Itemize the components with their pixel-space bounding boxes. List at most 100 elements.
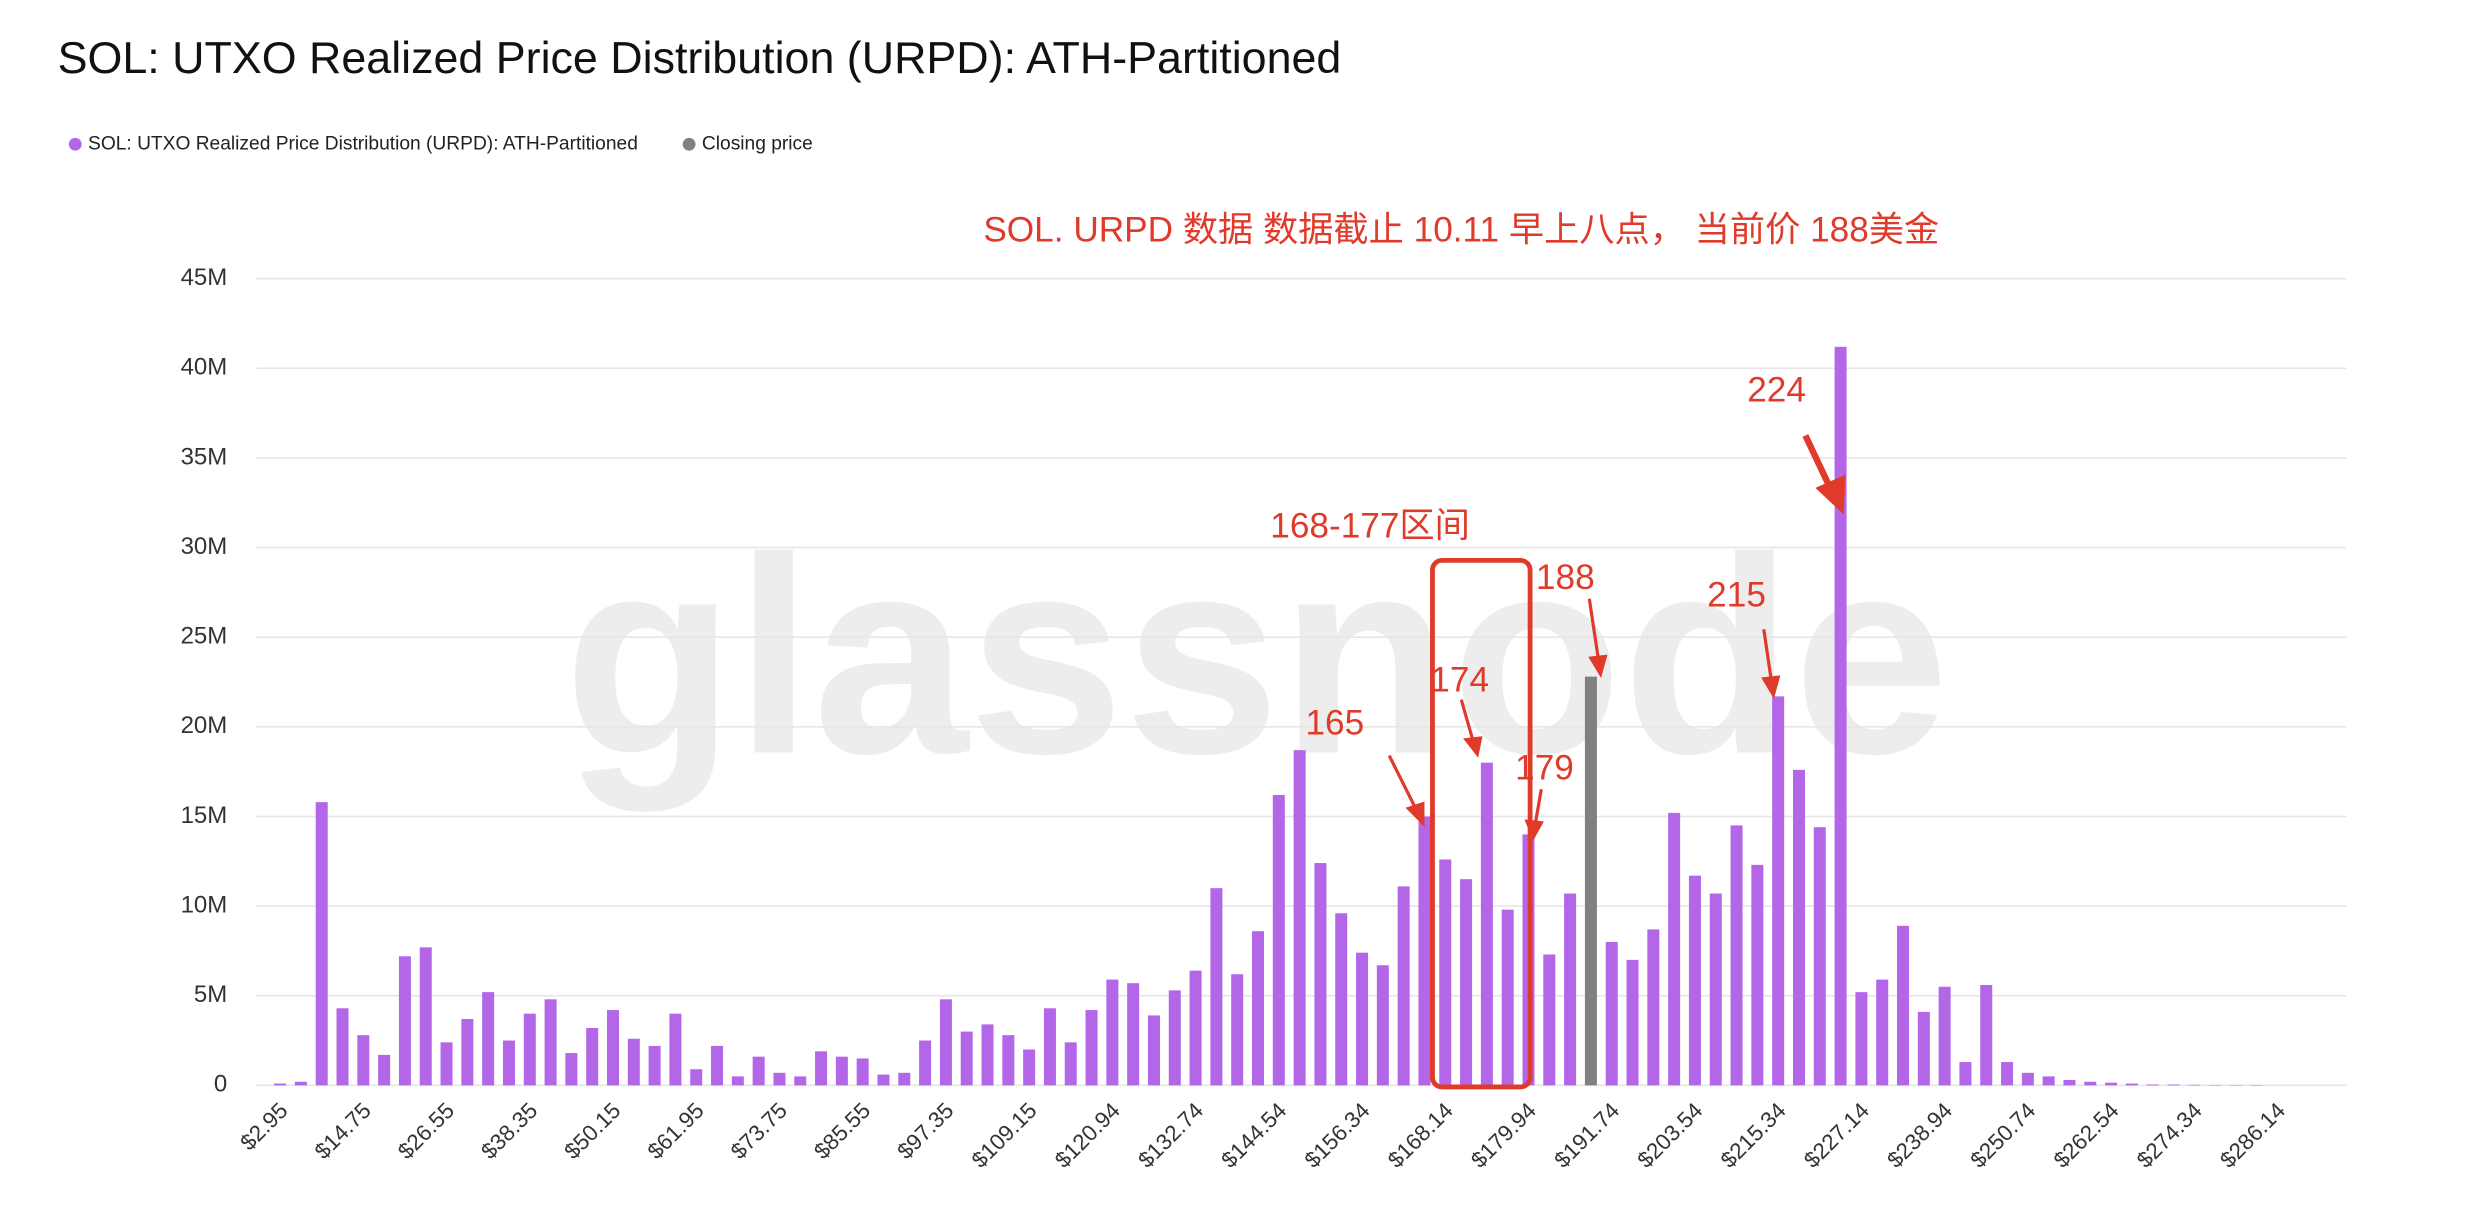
bar bbox=[1897, 925, 1910, 1086]
legend-marker bbox=[682, 137, 696, 151]
bar bbox=[1584, 676, 1597, 1086]
x-tick-label: $238.94 bbox=[1882, 1098, 1957, 1173]
bar bbox=[1356, 952, 1369, 1086]
bar bbox=[502, 1040, 515, 1086]
bar bbox=[294, 1081, 307, 1086]
x-tick-label: $286.14 bbox=[2215, 1098, 2290, 1173]
bar bbox=[1772, 696, 1785, 1086]
bar bbox=[1917, 1011, 1930, 1086]
bar bbox=[939, 999, 952, 1086]
bar bbox=[565, 1053, 578, 1086]
bar bbox=[2125, 1083, 2138, 1086]
y-tick-label: 20M bbox=[181, 712, 228, 739]
bar bbox=[1480, 762, 1493, 1086]
bar bbox=[815, 1051, 828, 1086]
bar bbox=[1376, 965, 1389, 1086]
bar bbox=[1501, 909, 1514, 1086]
bar bbox=[1938, 986, 1951, 1086]
x-tick-label: $14.75 bbox=[310, 1098, 376, 1164]
x-tick-label: $156.34 bbox=[1300, 1098, 1375, 1173]
x-tick-label: $109.15 bbox=[967, 1098, 1042, 1173]
bar bbox=[877, 1074, 890, 1086]
x-tick-label: $203.54 bbox=[1633, 1098, 1708, 1173]
bar bbox=[835, 1056, 848, 1086]
y-tick-label: 0 bbox=[214, 1071, 227, 1098]
x-tick-label: $179.94 bbox=[1466, 1098, 1541, 1173]
bar bbox=[1397, 886, 1410, 1086]
bar bbox=[1002, 1035, 1015, 1086]
annotation: 174 bbox=[1430, 660, 1489, 699]
bar bbox=[1751, 864, 1764, 1086]
legend-label: SOL: UTXO Realized Price Distribution (U… bbox=[88, 133, 638, 154]
bar bbox=[1439, 859, 1452, 1086]
bar bbox=[1980, 984, 1993, 1086]
arrow bbox=[1587, 598, 1601, 664]
x-tick-label: $262.54 bbox=[2049, 1098, 2124, 1173]
arrow bbox=[1762, 628, 1774, 684]
x-tick-label: $73.75 bbox=[726, 1098, 792, 1164]
bar bbox=[1106, 979, 1119, 1086]
bar bbox=[2105, 1082, 2118, 1086]
bar bbox=[378, 1054, 391, 1086]
bar bbox=[1626, 959, 1639, 1086]
arrows bbox=[1387, 434, 1846, 841]
bar bbox=[690, 1069, 703, 1086]
x-tick-label: $191.74 bbox=[1549, 1098, 1624, 1173]
bar bbox=[398, 956, 411, 1086]
x-tick-label: $50.15 bbox=[559, 1098, 625, 1164]
arrow bbox=[1459, 699, 1476, 745]
bar bbox=[1023, 1049, 1036, 1086]
arrow-head bbox=[1588, 654, 1608, 679]
annotation: 179 bbox=[1515, 748, 1574, 787]
bar bbox=[752, 1056, 765, 1086]
x-tick-label: $168.14 bbox=[1383, 1098, 1458, 1173]
bar bbox=[1730, 825, 1743, 1086]
bar bbox=[461, 1019, 474, 1086]
x-tick-label: $120.94 bbox=[1050, 1098, 1125, 1173]
bar bbox=[1709, 893, 1722, 1086]
bar bbox=[898, 1072, 911, 1086]
arrow-head bbox=[1405, 801, 1425, 827]
bar bbox=[1876, 979, 1889, 1086]
bar bbox=[731, 1076, 744, 1086]
bar bbox=[1314, 863, 1327, 1086]
bar bbox=[1688, 875, 1701, 1086]
bar bbox=[919, 1040, 932, 1086]
bar bbox=[1605, 941, 1618, 1086]
x-tick-label: $144.54 bbox=[1216, 1098, 1291, 1173]
bar bbox=[1189, 970, 1202, 1086]
bar bbox=[2084, 1081, 2097, 1086]
arrow bbox=[1533, 788, 1543, 827]
bar bbox=[606, 1010, 619, 1086]
y-tick-label: 15M bbox=[181, 802, 228, 829]
arrow-head bbox=[1761, 675, 1781, 699]
bar bbox=[1168, 990, 1181, 1086]
bar bbox=[773, 1072, 786, 1086]
x-tick-label: $85.55 bbox=[809, 1098, 875, 1164]
annotation: SOL. URPD 数据 数据截止 10.11 早上八点， 当前价 188美金 bbox=[983, 211, 1939, 250]
bar bbox=[1647, 929, 1660, 1086]
x-tick-label: $227.14 bbox=[1799, 1098, 1874, 1173]
y-tick-label: 40M bbox=[181, 354, 228, 381]
bar bbox=[1085, 1010, 1098, 1086]
bar bbox=[544, 999, 557, 1086]
x-tick-label: $26.55 bbox=[393, 1098, 459, 1164]
x-tick-label: $97.35 bbox=[892, 1098, 958, 1164]
bar bbox=[2063, 1079, 2076, 1086]
bar bbox=[1147, 1015, 1160, 1086]
bar bbox=[1668, 812, 1681, 1086]
bar bbox=[274, 1083, 287, 1086]
annotation: 224 bbox=[1747, 371, 1806, 410]
bar bbox=[1564, 893, 1577, 1086]
bar bbox=[2188, 1084, 2201, 1086]
legend-marker bbox=[68, 137, 82, 151]
bar bbox=[794, 1076, 807, 1086]
bar bbox=[1064, 1042, 1077, 1086]
x-tick-label: $250.74 bbox=[1965, 1098, 2040, 1173]
bar bbox=[981, 1024, 994, 1086]
bar bbox=[2146, 1084, 2159, 1086]
bar bbox=[1335, 913, 1348, 1086]
bar bbox=[523, 1013, 536, 1086]
bar bbox=[419, 947, 432, 1086]
